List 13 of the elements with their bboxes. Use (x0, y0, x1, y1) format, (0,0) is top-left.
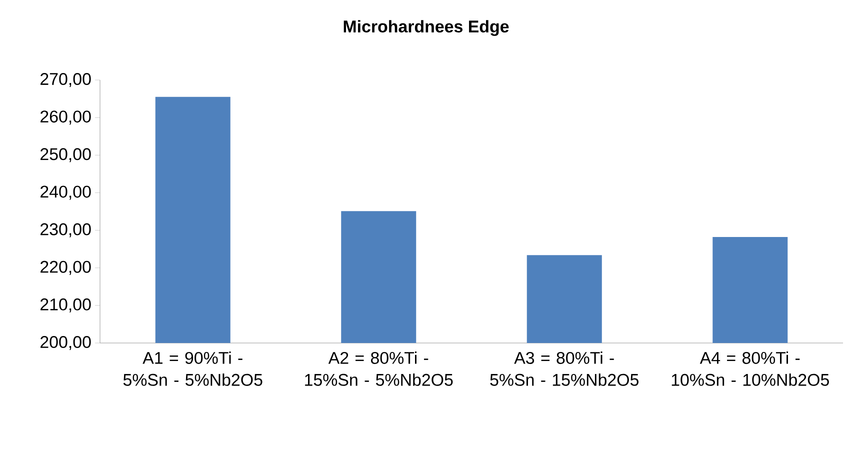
y-tick-label: 200,00 (40, 336, 91, 350)
y-tick-label: 250,00 (40, 148, 91, 162)
x-tick-label: A3 = 80%Ti - 5%Sn - 15%Nb2O5 (490, 352, 638, 386)
x-tick-label: A4 = 80%Ti - 10%Sn - 10%Nb2O5 (672, 352, 829, 386)
x-tick-label: A1 = 90%Ti - 5%Sn - 5%Nb2O5 (123, 352, 262, 386)
y-tick-label: 230,00 (40, 223, 91, 238)
y-tick-label: 240,00 (40, 186, 91, 200)
y-tick-label: 270,00 (40, 73, 91, 87)
y-tick-label: 220,00 (40, 260, 91, 275)
chart-title: Microhardnees Edge (344, 20, 509, 36)
y-tick-label: 210,00 (40, 298, 91, 312)
y-tick-label: 260,00 (40, 110, 91, 125)
x-tick-label: A2 = 80%Ti - 15%Sn - 5%Nb2O5 (305, 352, 453, 386)
